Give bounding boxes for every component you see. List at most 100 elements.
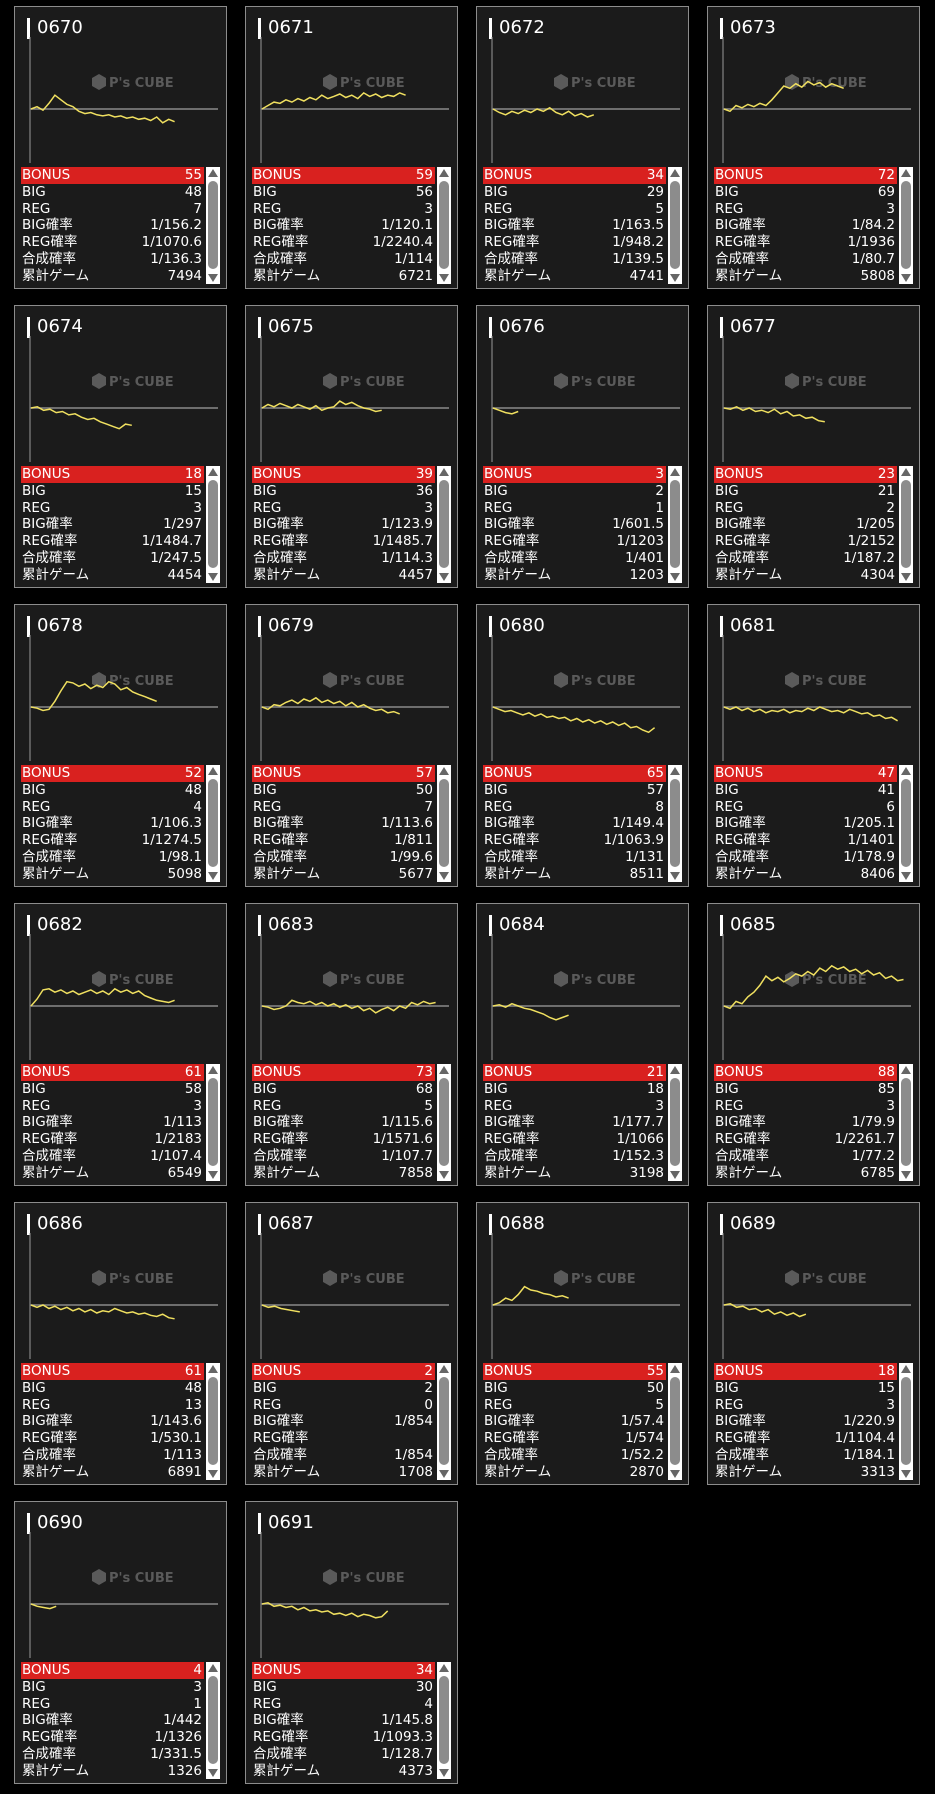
scroll-up-icon[interactable] (439, 1066, 449, 1074)
scroll-down-icon[interactable] (901, 1470, 911, 1478)
scroll-thumb[interactable] (208, 1676, 218, 1764)
machine-card[interactable]: 0677 P's CUBE BONUS 23 BIG 21 REG 2 BIG確率 1/205 RE… (707, 305, 920, 588)
stats-scrollbar[interactable] (437, 167, 451, 284)
machine-card[interactable]: 0681 P's CUBE BONUS 47 BIG 41 REG 6 BIG確率 1/205.1… (707, 604, 920, 887)
scroll-down-icon[interactable] (208, 573, 218, 581)
scroll-thumb[interactable] (439, 1078, 449, 1166)
machine-card[interactable]: 0670 P's CUBE BONUS 55 BIG 48 REG 7 BIG確率 1/156.2… (14, 6, 227, 289)
scroll-up-icon[interactable] (901, 468, 911, 476)
scroll-thumb[interactable] (901, 779, 911, 867)
stats-scrollbar[interactable] (437, 1363, 451, 1480)
machine-card[interactable]: 0688 P's CUBE BONUS 55 BIG 50 REG 5 BIG確率 1/57.4 R… (476, 1202, 689, 1485)
stats-scrollbar[interactable] (899, 167, 913, 284)
scroll-thumb[interactable] (208, 181, 218, 269)
machine-card[interactable]: 0675 P's CUBE BONUS 39 BIG 36 REG 3 BIG確率 1/123.9… (245, 305, 458, 588)
scroll-down-icon[interactable] (439, 573, 449, 581)
scroll-up-icon[interactable] (439, 767, 449, 775)
scroll-thumb[interactable] (439, 1377, 449, 1465)
machine-card[interactable]: 0683 P's CUBE BONUS 73 BIG 68 REG 5 BIG確率 1/115.6… (245, 903, 458, 1186)
scroll-thumb[interactable] (439, 181, 449, 269)
stats-scrollbar[interactable] (899, 466, 913, 583)
scroll-thumb[interactable] (901, 1078, 911, 1166)
scroll-down-icon[interactable] (208, 274, 218, 282)
scroll-up-icon[interactable] (208, 169, 218, 177)
scroll-up-icon[interactable] (670, 169, 680, 177)
scroll-up-icon[interactable] (901, 169, 911, 177)
machine-card[interactable]: 0680 P's CUBE BONUS 65 BIG 57 REG 8 BIG確率 1/149.4… (476, 604, 689, 887)
stats-scrollbar[interactable] (206, 765, 220, 882)
scroll-thumb[interactable] (670, 480, 680, 568)
stats-scrollbar[interactable] (206, 1662, 220, 1779)
machine-card[interactable]: 0691 P's CUBE BONUS 34 BIG 30 REG 4 BIG確率 1/145.8… (245, 1501, 458, 1784)
scroll-down-icon[interactable] (901, 573, 911, 581)
scroll-up-icon[interactable] (670, 1365, 680, 1373)
machine-card[interactable]: 0690 P's CUBE BONUS 4 BIG 3 REG 1 BIG確率 1/442 REG確… (14, 1501, 227, 1784)
scroll-up-icon[interactable] (901, 767, 911, 775)
machine-card[interactable]: 0687 P's CUBE BONUS 2 BIG 2 REG 0 BIG確率 1/854 REG確… (245, 1202, 458, 1485)
scroll-down-icon[interactable] (670, 1470, 680, 1478)
stats-scrollbar[interactable] (899, 1064, 913, 1181)
machine-card[interactable]: 0672 P's CUBE BONUS 34 BIG 29 REG 5 BIG確率 1/163.5… (476, 6, 689, 289)
scroll-thumb[interactable] (901, 480, 911, 568)
stats-scrollbar[interactable] (899, 1363, 913, 1480)
scroll-up-icon[interactable] (208, 468, 218, 476)
scroll-down-icon[interactable] (208, 1769, 218, 1777)
machine-card[interactable]: 0684 P's CUBE BONUS 21 BIG 18 REG 3 BIG確率 1/177.7… (476, 903, 689, 1186)
scroll-down-icon[interactable] (901, 872, 911, 880)
scroll-thumb[interactable] (670, 1078, 680, 1166)
machine-card[interactable]: 0673 P's CUBE BONUS 72 BIG 69 REG 3 BIG確率 1/84.2 R… (707, 6, 920, 289)
stats-scrollbar[interactable] (437, 1662, 451, 1779)
stats-scrollbar[interactable] (206, 167, 220, 284)
scroll-down-icon[interactable] (439, 1769, 449, 1777)
scroll-up-icon[interactable] (439, 169, 449, 177)
scroll-down-icon[interactable] (208, 1470, 218, 1478)
stats-scrollbar[interactable] (206, 1363, 220, 1480)
stats-scrollbar[interactable] (668, 466, 682, 583)
scroll-down-icon[interactable] (901, 274, 911, 282)
machine-card[interactable]: 0689 P's CUBE BONUS 18 BIG 15 REG 3 BIG確率 1/220.9… (707, 1202, 920, 1485)
scroll-down-icon[interactable] (901, 1171, 911, 1179)
scroll-down-icon[interactable] (208, 872, 218, 880)
machine-card[interactable]: 0686 P's CUBE BONUS 61 BIG 48 REG 13 BIG確率 1/143.… (14, 1202, 227, 1485)
stats-scrollbar[interactable] (668, 1363, 682, 1480)
scroll-up-icon[interactable] (901, 1365, 911, 1373)
machine-card[interactable]: 0674 P's CUBE BONUS 18 BIG 15 REG 3 BIG確率 1/297 RE… (14, 305, 227, 588)
stats-scrollbar[interactable] (437, 765, 451, 882)
scroll-thumb[interactable] (208, 779, 218, 867)
machine-card[interactable]: 0685 P's CUBE BONUS 88 BIG 85 REG 3 BIG確率 1/79.9 R… (707, 903, 920, 1186)
machine-card[interactable]: 0679 P's CUBE BONUS 57 BIG 50 REG 7 BIG確率 1/113.6… (245, 604, 458, 887)
scroll-thumb[interactable] (901, 181, 911, 269)
machine-card[interactable]: 0678 P's CUBE BONUS 52 BIG 48 REG 4 BIG確率 1/106.3… (14, 604, 227, 887)
machine-card[interactable]: 0676 P's CUBE BONUS 3 BIG 2 REG 1 BIG確率 1/601.5 RE… (476, 305, 689, 588)
scroll-up-icon[interactable] (439, 1664, 449, 1672)
scroll-down-icon[interactable] (208, 1171, 218, 1179)
scroll-down-icon[interactable] (439, 1470, 449, 1478)
scroll-thumb[interactable] (439, 779, 449, 867)
scroll-up-icon[interactable] (901, 1066, 911, 1074)
scroll-up-icon[interactable] (670, 1066, 680, 1074)
scroll-up-icon[interactable] (208, 1664, 218, 1672)
scroll-thumb[interactable] (901, 1377, 911, 1465)
scroll-up-icon[interactable] (208, 1066, 218, 1074)
stats-scrollbar[interactable] (437, 1064, 451, 1181)
scroll-thumb[interactable] (439, 1676, 449, 1764)
stats-scrollbar[interactable] (206, 1064, 220, 1181)
scroll-up-icon[interactable] (208, 767, 218, 775)
scroll-down-icon[interactable] (670, 274, 680, 282)
scroll-down-icon[interactable] (670, 872, 680, 880)
scroll-up-icon[interactable] (670, 767, 680, 775)
scroll-down-icon[interactable] (439, 1171, 449, 1179)
scroll-up-icon[interactable] (439, 468, 449, 476)
scroll-up-icon[interactable] (439, 1365, 449, 1373)
scroll-thumb[interactable] (439, 480, 449, 568)
stats-scrollbar[interactable] (668, 765, 682, 882)
scroll-thumb[interactable] (670, 181, 680, 269)
scroll-up-icon[interactable] (208, 1365, 218, 1373)
scroll-up-icon[interactable] (670, 468, 680, 476)
stats-scrollbar[interactable] (899, 765, 913, 882)
machine-card[interactable]: 0682 P's CUBE BONUS 61 BIG 58 REG 3 BIG確率 1/113 RE… (14, 903, 227, 1186)
stats-scrollbar[interactable] (668, 167, 682, 284)
stats-scrollbar[interactable] (437, 466, 451, 583)
scroll-down-icon[interactable] (439, 274, 449, 282)
scroll-thumb[interactable] (208, 1078, 218, 1166)
